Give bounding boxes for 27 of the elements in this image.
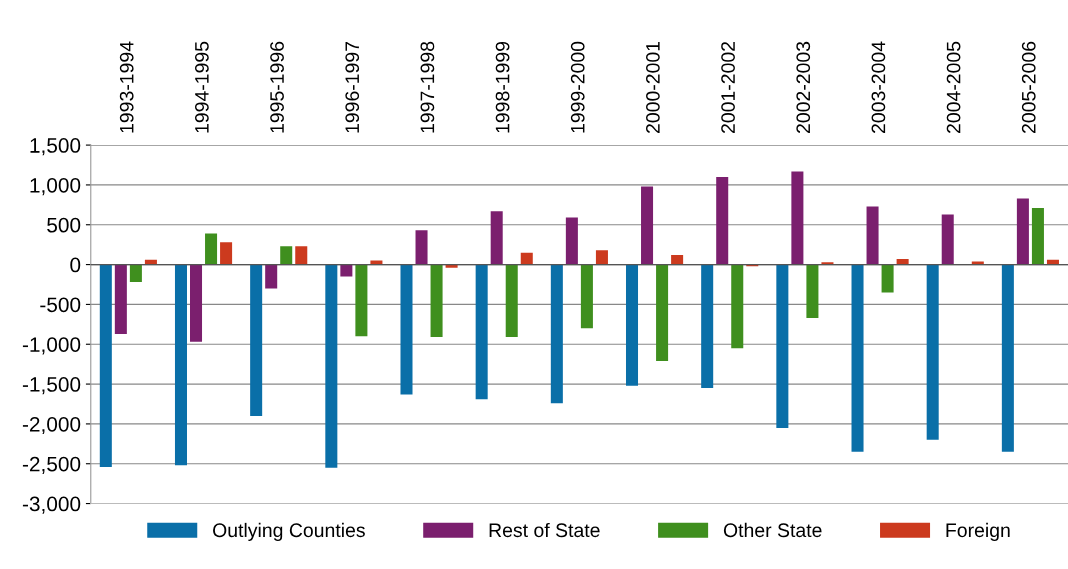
y-tick-label: -1,500 [22,377,81,395]
x-tick-label: 1994-1995 [194,41,209,133]
x-tick-label: 1998-1999 [495,41,510,133]
x-tick-label: 1993-1994 [119,41,134,133]
y-tick-label: 1,000 [30,177,81,196]
x-tick-label: 2003-2004 [871,41,886,134]
legend-label: Foreign [946,522,1010,541]
x-tick-label: 1996-1997 [345,41,360,133]
legend-label: Outlying Counties [213,522,365,541]
x-tick-label: 2001-2002 [721,41,735,134]
legend-label: Other State [723,522,822,538]
y-tick-label: -3,000 [22,496,81,514]
x-tick-label: 2002-2003 [796,41,811,134]
y-tick-label: -1,000 [22,337,81,355]
x-tick-label: 1995-1996 [270,41,284,133]
x-tick-label: 2004-2005 [946,41,961,134]
x-tick-label: 1999-2000 [570,41,585,133]
legend-label: Rest of State [489,522,600,538]
y-tick-label: 0 [70,257,81,273]
x-tick-label: 1997-1998 [420,41,435,133]
y-tick-label: 500 [47,217,81,233]
y-tick-label: -2,500 [22,456,81,474]
x-tick-label: 2005-2006 [1021,41,1036,134]
y-tick-label: -2,000 [22,416,81,435]
y-tick-label: 1,500 [30,138,81,156]
y-tick-label: -500 [40,297,81,313]
x-tick-label: 2000-2001 [646,41,660,134]
